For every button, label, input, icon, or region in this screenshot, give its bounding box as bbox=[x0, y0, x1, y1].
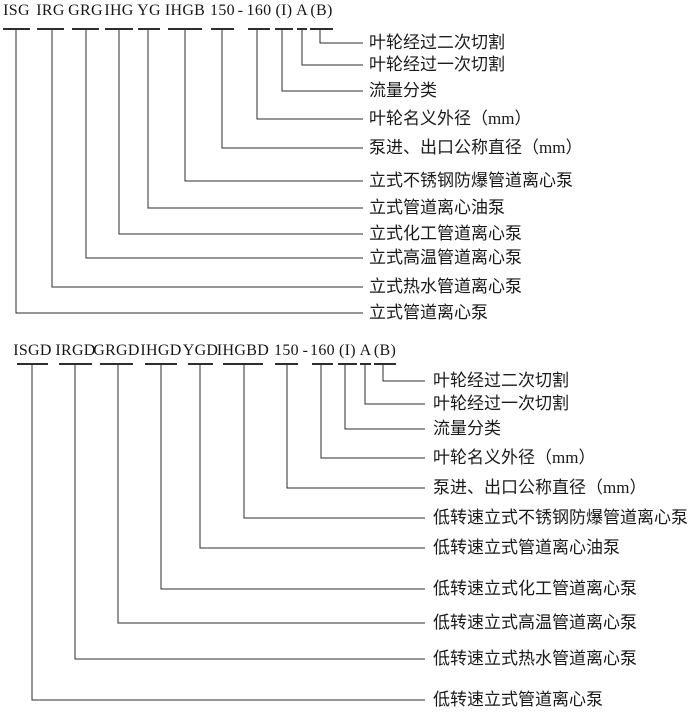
model-code-segment: YGD bbox=[182, 342, 219, 359]
code-meaning-label: 低转速立式管道离心油泵 bbox=[433, 538, 620, 558]
code-meaning-label: 低转速立式热水管道离心泵 bbox=[433, 649, 637, 669]
model-code-segment: ISG bbox=[3, 2, 30, 19]
connector-line bbox=[74, 364, 425, 660]
connector-line bbox=[364, 364, 425, 405]
connector-line bbox=[281, 29, 363, 92]
code-meaning-label: 流量分类 bbox=[369, 81, 437, 101]
model-code-segment: 160 bbox=[310, 342, 335, 359]
connector-line bbox=[15, 29, 363, 314]
model-code-segment: IRGD bbox=[55, 342, 96, 359]
code-meaning-label: 泵进、出口公称直径（mm） bbox=[433, 478, 647, 498]
code-meaning-label: 立式管道离心泵 bbox=[369, 303, 488, 323]
model-code-segment: IHGB bbox=[164, 2, 206, 19]
code-meaning-label: 叶轮名义外径（mm） bbox=[433, 448, 596, 468]
connector-line bbox=[243, 364, 425, 519]
model-code-segment: IHG bbox=[104, 2, 134, 19]
model-code-segment: (B) bbox=[310, 2, 333, 19]
connector-line bbox=[118, 29, 363, 235]
code-meaning-label: 低转速立式管道离心泵 bbox=[433, 690, 603, 710]
model-code-segment: 150 bbox=[274, 342, 299, 359]
code-meaning-label: 立式高温管道离心泵 bbox=[369, 248, 522, 268]
code-meaning-label: 流量分类 bbox=[433, 419, 501, 439]
connector-line bbox=[160, 364, 425, 590]
connector-line bbox=[221, 29, 363, 149]
connector-line bbox=[117, 364, 425, 624]
connector-line bbox=[301, 29, 363, 66]
model-code-segment: - bbox=[237, 2, 244, 19]
connector-line bbox=[51, 29, 363, 288]
model-code-segment: IHGD bbox=[140, 342, 182, 359]
connector-line bbox=[31, 364, 425, 701]
model-code-segment: IHGBD bbox=[216, 342, 270, 359]
code-meaning-label: 叶轮名义外径（mm） bbox=[369, 109, 532, 129]
model-code-segment: GRGD bbox=[93, 342, 140, 359]
connector-line bbox=[256, 29, 363, 120]
code-meaning-label: 立式热水管道离心泵 bbox=[369, 277, 522, 297]
code-meaning-label: 叶轮经过二次切割 bbox=[369, 33, 505, 53]
connector-line bbox=[320, 364, 425, 459]
model-code-segment: - bbox=[302, 342, 309, 359]
model-code-segment: A bbox=[359, 342, 372, 359]
code-meaning-label: 叶轮经过二次切割 bbox=[433, 371, 569, 391]
model-code-segment: YG bbox=[137, 2, 161, 19]
code-meaning-label: 低转速立式高温管道离心泵 bbox=[433, 613, 637, 633]
model-code-segment: (I) bbox=[339, 342, 356, 359]
model-code-segment: 150 bbox=[210, 2, 235, 19]
connector-line bbox=[184, 29, 363, 182]
code-meaning-label: 叶轮经过一次切割 bbox=[433, 394, 569, 414]
code-meaning-label: 立式管道离心油泵 bbox=[369, 198, 505, 218]
model-code-segment: (I) bbox=[275, 2, 293, 19]
connector-line bbox=[85, 29, 363, 259]
code-meaning-label: 泵进、出口公称直径（mm） bbox=[369, 138, 583, 158]
model-code-segment: (B) bbox=[373, 342, 397, 359]
model-code-segment: IRG bbox=[36, 2, 65, 19]
code-meaning-label: 立式不锈钢防爆管道离心泵 bbox=[369, 171, 573, 191]
connector-line bbox=[286, 364, 425, 489]
model-code-segment: A bbox=[296, 2, 308, 19]
model-code-segment: ISGD bbox=[13, 342, 52, 359]
model-code-segment: 160 bbox=[246, 2, 272, 19]
code-meaning-label: 叶轮经过一次切割 bbox=[369, 55, 505, 75]
connector-line bbox=[199, 364, 425, 549]
connector-line bbox=[147, 29, 363, 209]
code-meaning-label: 低转速立式不锈钢防爆管道离心泵 bbox=[433, 508, 688, 528]
code-meaning-label: 立式化工管道离心泵 bbox=[369, 224, 522, 244]
code-meaning-label: 低转速立式化工管道离心泵 bbox=[433, 579, 637, 599]
connector-line bbox=[344, 364, 425, 430]
connector-line bbox=[319, 29, 363, 44]
connector-line bbox=[382, 364, 425, 382]
model-code-segment: GRG bbox=[68, 2, 103, 19]
